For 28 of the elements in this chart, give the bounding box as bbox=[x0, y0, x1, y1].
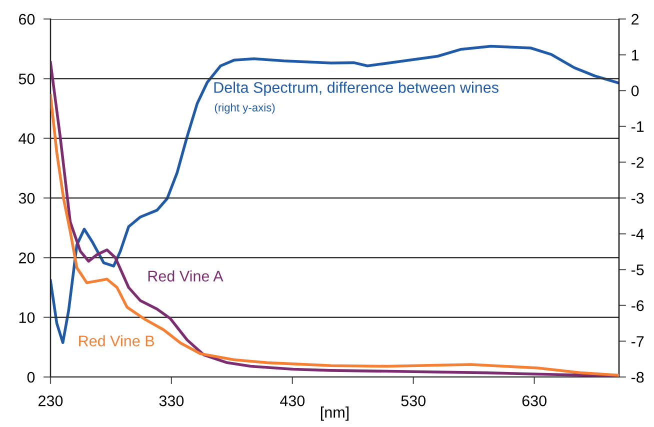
x-tick-label: 430 bbox=[280, 395, 305, 406]
y2-tick-label: 0 bbox=[631, 85, 639, 96]
y2-tick-label: -1 bbox=[631, 121, 644, 132]
y-tick-label: 40 bbox=[18, 133, 35, 144]
annotation: (right y-axis) bbox=[214, 103, 275, 114]
y-tick-label: 60 bbox=[19, 14, 35, 25]
y2-tick-label: 1 bbox=[632, 50, 639, 60]
y2-tick-label: -8 bbox=[631, 372, 644, 383]
y2-tick-label: 2 bbox=[632, 14, 639, 25]
x-tick-label: 530 bbox=[401, 395, 426, 406]
y2-tick-label: -3 bbox=[631, 192, 644, 204]
y-tick-label: 0 bbox=[27, 372, 35, 383]
y-tick-label: 10 bbox=[19, 312, 35, 324]
y2-tick-label: -2 bbox=[631, 157, 644, 168]
x-tick-label: 330 bbox=[159, 395, 184, 406]
y2-tick-label: -7 bbox=[631, 336, 644, 347]
x-axis-title: [nm] bbox=[320, 406, 349, 421]
series-label: Red Vine A bbox=[148, 270, 224, 282]
y2-tick-label: -5 bbox=[631, 264, 644, 276]
x-tick-label: 630 bbox=[522, 395, 546, 406]
y2-tick-label: -4 bbox=[631, 228, 644, 240]
x-tick-label: 230 bbox=[38, 395, 63, 406]
y-tick-label: 30 bbox=[18, 192, 35, 204]
series-label: Red Vine B bbox=[79, 335, 154, 346]
y2-tick-label: -6 bbox=[631, 300, 644, 312]
y-tick-label: 50 bbox=[18, 74, 35, 84]
y-tick-label: 20 bbox=[19, 252, 35, 264]
series-label: Delta Spectrum, difference between wines bbox=[214, 82, 498, 96]
